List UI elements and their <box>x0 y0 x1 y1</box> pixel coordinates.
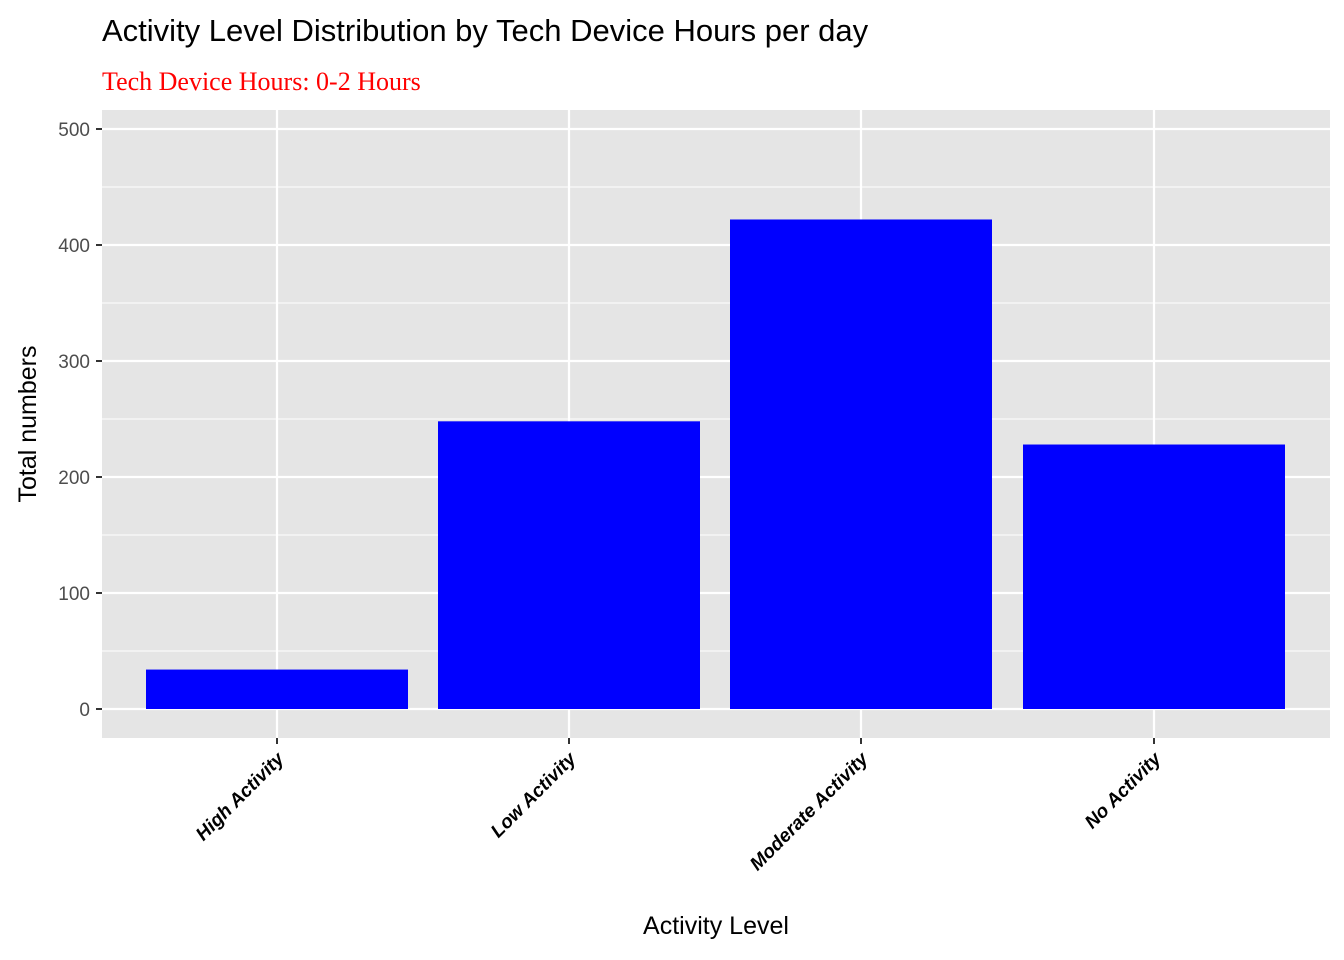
x-tick-label: No Activity <box>1081 748 1167 834</box>
x-axis: High Activity Low Activity Moderate Activi… <box>192 738 1167 875</box>
y-tick-label: 100 <box>58 584 90 605</box>
bars-group <box>146 219 1285 710</box>
y-axis-title: Total numbers <box>14 345 42 502</box>
y-tick-label: 400 <box>58 236 90 257</box>
y-axis: 0 100 200 300 400 500 <box>58 120 102 721</box>
y-tick-label: 0 <box>79 700 90 721</box>
y-tick-label: 300 <box>58 352 90 373</box>
x-tick-label: High Activity <box>192 748 289 845</box>
bar-no-activity <box>1023 444 1285 709</box>
bar-high-activity <box>146 669 408 709</box>
x-tick-label: Low Activity <box>487 748 581 842</box>
y-tick-label: 200 <box>58 468 90 489</box>
chart-title: Activity Level Distribution by Tech Devi… <box>102 13 869 48</box>
x-axis-title: Activity Level <box>643 912 789 940</box>
y-tick-label: 500 <box>58 120 90 141</box>
bar-low-activity <box>438 421 700 709</box>
chart-subtitle: Tech Device Hours: 0-2 Hours <box>102 67 421 96</box>
x-tick-label: Moderate Activity <box>746 748 873 875</box>
bar-moderate-activity <box>730 219 992 710</box>
